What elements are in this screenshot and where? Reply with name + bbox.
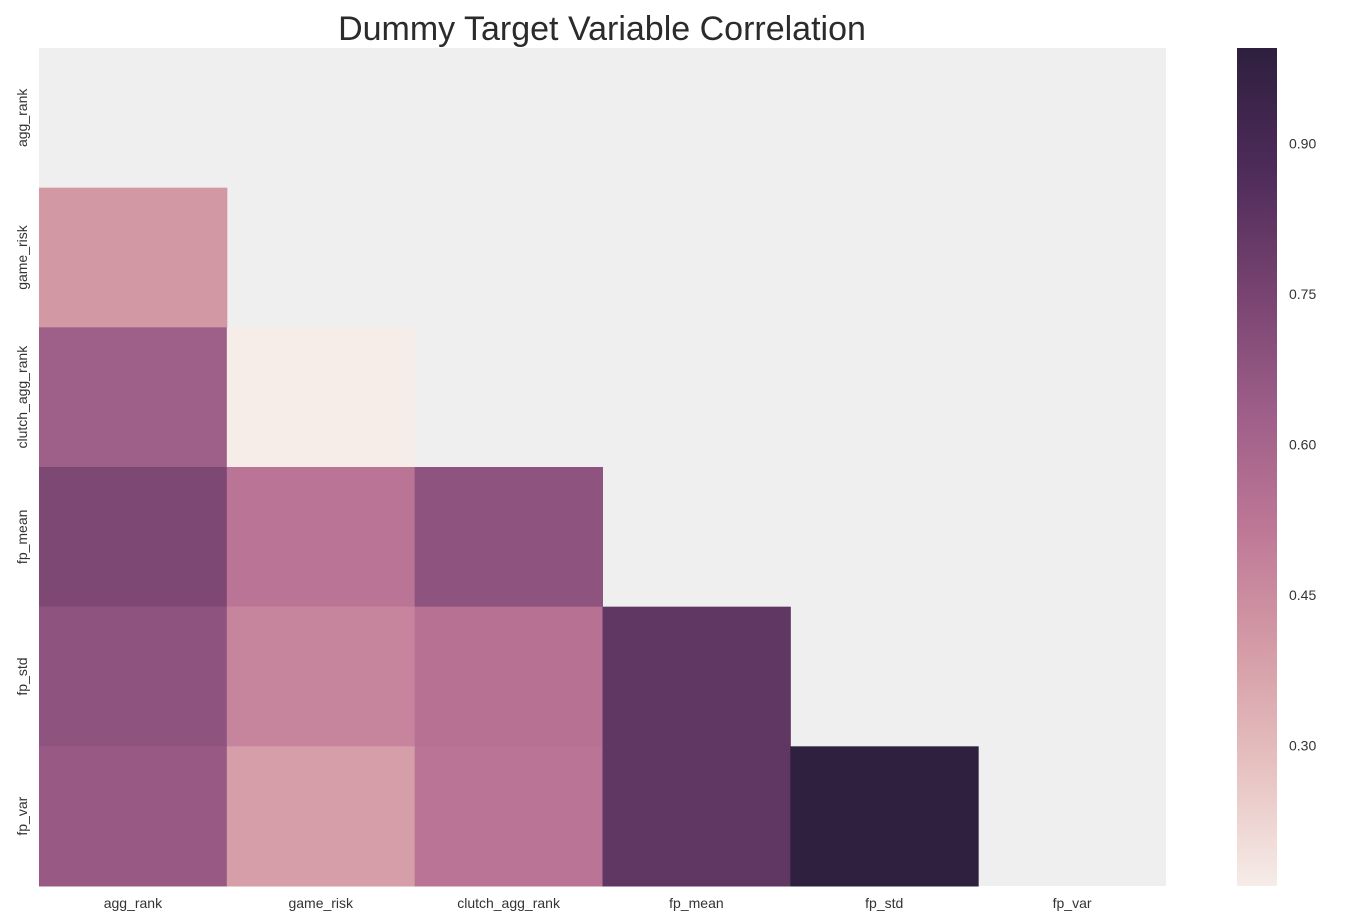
x-axis-ticks: agg_rank game_risk clutch_agg_rank fp_mean f…	[104, 895, 1092, 911]
colorbar: 0.30 0.45 0.60 0.75 0.90	[1237, 48, 1316, 886]
x-tick-label: clutch_agg_rank	[457, 895, 561, 911]
heatmap-cell-fp_mean-agg_rank	[39, 467, 228, 608]
heatmap-cell-fp_var-fp_mean	[602, 746, 791, 887]
colorbar-tick-label: 0.45	[1289, 587, 1316, 603]
heatmap-cell-fp_var-game_risk	[226, 746, 416, 887]
colorbar-tick-label: 0.60	[1289, 436, 1316, 452]
x-tick-label: fp_std	[865, 895, 903, 911]
colorbar-tick-label: 0.75	[1289, 286, 1316, 302]
colorbar-gradient	[1237, 48, 1277, 886]
y-tick-label: game_risk	[14, 224, 30, 290]
x-tick-label: fp_mean	[669, 895, 723, 911]
heatmap-cell-fp_std-clutch_agg_rank	[414, 606, 603, 747]
heatmap-cell-fp_mean-game_risk	[226, 467, 416, 608]
x-tick-label: agg_rank	[104, 895, 163, 911]
heatmap-cell-fp_var-clutch_agg_rank	[414, 746, 603, 887]
chart-title: Dummy Target Variable Correlation	[338, 10, 866, 48]
x-tick-label: fp_var	[1053, 895, 1092, 911]
x-tick-label: game_risk	[288, 895, 354, 911]
heatmap-cell-fp_var-agg_rank	[39, 746, 228, 887]
heatmap-cell-clutch_agg_rank-game_risk	[226, 327, 416, 468]
heatmap-cell-fp_std-game_risk	[226, 606, 416, 747]
heatmap-cell-fp_std-fp_mean	[602, 606, 791, 747]
heatmap-cell-game_risk-agg_rank	[39, 187, 228, 328]
heatmap-cell-fp_std-agg_rank	[39, 606, 228, 747]
y-tick-label: fp_std	[14, 657, 30, 695]
colorbar-tick-label: 0.90	[1289, 135, 1316, 151]
heatmap-cells	[39, 187, 979, 887]
y-tick-label: clutch_agg_rank	[14, 345, 30, 449]
y-tick-label: fp_mean	[14, 510, 30, 564]
y-tick-label: agg_rank	[14, 88, 30, 147]
heatmap-cell-fp_var-fp_std	[790, 746, 979, 887]
colorbar-tick-label: 0.30	[1289, 737, 1316, 753]
y-tick-label: fp_var	[14, 796, 30, 835]
colorbar-ticks: 0.30 0.45 0.60 0.75 0.90	[1289, 135, 1316, 753]
y-axis-ticks: agg_rank game_risk clutch_agg_rank fp_meanf…	[14, 88, 30, 836]
heatmap-cell-clutch_agg_rank-agg_rank	[39, 327, 228, 468]
heatmap-cell-fp_mean-clutch_agg_rank	[414, 467, 603, 608]
